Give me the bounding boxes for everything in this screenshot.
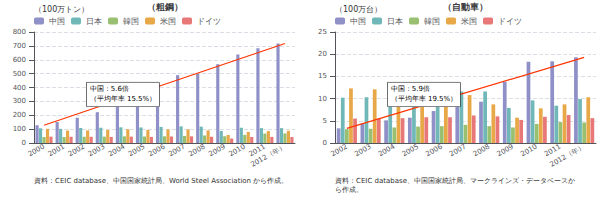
svg-text:資料：CEIC database、中国国家統計局、World: 資料：CEIC database、中国国家統計局、World Steel Ass… — [34, 177, 288, 185]
svg-text:2004: 2004 — [107, 142, 127, 158]
svg-text:資料：CEIC database、中国国家統計局、マークライ: 資料：CEIC database、中国国家統計局、マークラインズ・データベースか — [335, 177, 575, 185]
svg-text:5: 5 — [323, 117, 327, 125]
svg-text:2005: 2005 — [401, 143, 420, 159]
svg-text:2000: 2000 — [27, 143, 46, 159]
svg-text:2006: 2006 — [424, 143, 443, 159]
svg-text:800: 800 — [13, 28, 26, 36]
svg-text:2002: 2002 — [67, 143, 86, 159]
svg-text:（100万トン）: （100万トン） — [34, 5, 89, 14]
svg-text:0: 0 — [22, 139, 26, 147]
svg-text:米国: 米国 — [160, 17, 176, 26]
svg-text:15: 15 — [318, 72, 327, 80]
svg-text:（粗鋼）: （粗鋼） — [147, 2, 183, 12]
svg-text:（平均年率 15.5%）: （平均年率 15.5%） — [90, 95, 156, 103]
svg-text:日本: 日本 — [86, 17, 102, 26]
svg-text:ドイツ: ドイツ — [498, 17, 522, 26]
svg-text:100: 100 — [13, 125, 26, 133]
svg-text:2010: 2010 — [519, 143, 538, 159]
svg-text:2011: 2011 — [543, 142, 563, 159]
svg-text:ドイツ: ドイツ — [197, 17, 221, 26]
svg-text:20: 20 — [318, 50, 327, 58]
svg-text:2009: 2009 — [496, 143, 515, 159]
svg-text:2010: 2010 — [227, 143, 246, 159]
svg-text:2008: 2008 — [187, 143, 206, 159]
svg-text:500: 500 — [13, 70, 26, 78]
svg-text:2007: 2007 — [167, 143, 186, 159]
svg-text:韓国: 韓国 — [424, 17, 440, 26]
svg-text:0: 0 — [323, 139, 327, 147]
svg-text:2001: 2001 — [47, 143, 66, 159]
svg-text:2006: 2006 — [147, 143, 166, 159]
svg-text:2005: 2005 — [127, 143, 146, 159]
svg-text:400: 400 — [13, 84, 26, 92]
svg-text:（100万台）: （100万台） — [335, 5, 382, 14]
svg-text:中国：5.6倍: 中国：5.6倍 — [90, 85, 129, 93]
svg-text:2003: 2003 — [353, 143, 372, 159]
svg-text:2004: 2004 — [377, 142, 397, 158]
svg-text:2012（年）: 2012（年） — [249, 143, 287, 169]
svg-text:韓国: 韓国 — [123, 17, 139, 26]
svg-text:2002: 2002 — [329, 143, 348, 159]
svg-text:（平均年率 19.5%）: （平均年率 19.5%） — [391, 95, 457, 103]
svg-text:10: 10 — [318, 95, 327, 103]
svg-text:ら作成。: ら作成。 — [335, 186, 363, 194]
svg-text:2009: 2009 — [207, 143, 226, 159]
svg-text:25: 25 — [318, 28, 327, 36]
svg-text:600: 600 — [13, 56, 26, 64]
svg-text:中国: 中国 — [350, 17, 366, 26]
svg-text:200: 200 — [13, 111, 26, 119]
svg-text:2008: 2008 — [472, 143, 491, 159]
svg-text:中国：5.9倍: 中国：5.9倍 — [391, 85, 430, 93]
svg-text:2003: 2003 — [87, 143, 106, 159]
svg-text:2012（年）: 2012（年） — [549, 143, 587, 169]
svg-text:700: 700 — [13, 42, 26, 50]
svg-text:中国: 中国 — [49, 17, 65, 26]
svg-text:2011: 2011 — [247, 142, 267, 159]
svg-text:2007: 2007 — [448, 143, 467, 159]
svg-text:300: 300 — [13, 97, 26, 105]
svg-text:（自動車）: （自動車） — [443, 2, 488, 12]
svg-text:日本: 日本 — [387, 17, 403, 26]
svg-text:米国: 米国 — [461, 17, 477, 26]
